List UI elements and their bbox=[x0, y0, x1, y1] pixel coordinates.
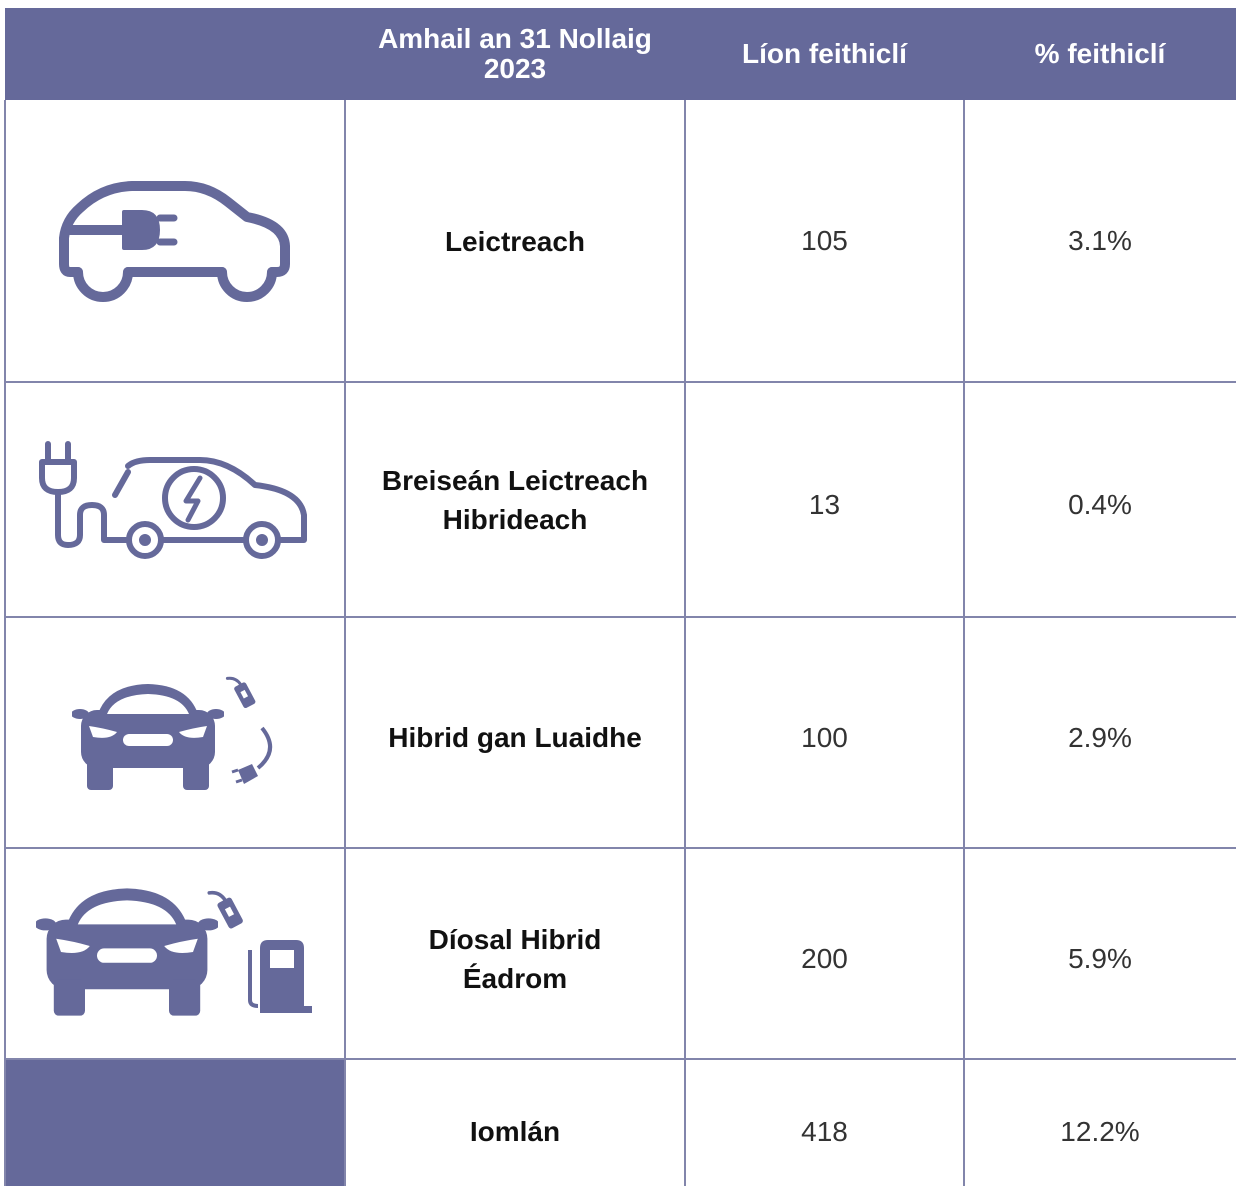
row-label: Díosal Hibrid Éadrom bbox=[428, 923, 602, 994]
border bbox=[5, 1058, 1236, 1060]
phev-icon bbox=[39, 441, 307, 559]
border bbox=[5, 847, 1236, 849]
header-cell: Amhail an 31 Nollaig 2023 bbox=[378, 23, 652, 84]
row-percent: 0.4% bbox=[1068, 488, 1132, 520]
total-band bbox=[5, 1059, 345, 1186]
border bbox=[684, 100, 686, 1186]
total-label: Iomlán bbox=[469, 1116, 561, 1147]
row-label: Breiseán Leictreach Hibrideach bbox=[381, 464, 649, 535]
row-percent: 5.9% bbox=[1068, 942, 1132, 974]
border bbox=[5, 381, 1236, 383]
header-band bbox=[5, 8, 1236, 100]
row-label: Leictreach bbox=[444, 225, 586, 257]
header-cell: % feithiclí bbox=[1034, 38, 1166, 69]
hybrid-icon bbox=[72, 678, 272, 790]
ev-icon bbox=[59, 181, 290, 302]
total-count: 418 bbox=[801, 1115, 848, 1147]
border bbox=[344, 100, 346, 1186]
row-count: 13 bbox=[808, 488, 841, 520]
row-count: 200 bbox=[801, 942, 848, 974]
total-percent: 12.2% bbox=[1060, 1115, 1140, 1147]
mild-hybrid-icon bbox=[36, 888, 312, 1016]
border bbox=[963, 100, 965, 1186]
border bbox=[4, 100, 6, 1186]
row-percent: 3.1% bbox=[1068, 225, 1132, 256]
border bbox=[5, 616, 1236, 618]
row-label: Hibrid gan Luaidhe bbox=[388, 722, 642, 753]
row-percent: 2.9% bbox=[1068, 721, 1132, 753]
row-count: 105 bbox=[801, 225, 848, 256]
row-count: 100 bbox=[801, 721, 848, 753]
header-cell: Líon feithiclí bbox=[742, 38, 907, 69]
